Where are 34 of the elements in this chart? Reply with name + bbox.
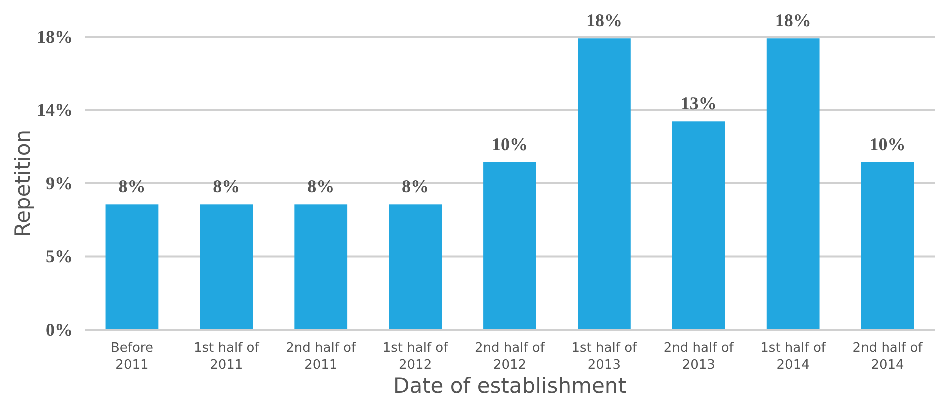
- y-tick-label: 5%: [46, 246, 73, 267]
- bar: [766, 38, 820, 330]
- x-tick-label: 2nd half of 2011: [286, 341, 357, 373]
- x-tick-label: 1st half of 2014: [760, 341, 826, 373]
- data-label: 10%: [492, 134, 528, 154]
- data-label: 10%: [870, 134, 906, 154]
- bar: [578, 38, 631, 330]
- data-label: 18%: [586, 10, 622, 31]
- x-tick-label: 1st half of 2011: [194, 341, 260, 373]
- y-tick-label: 18%: [37, 26, 73, 47]
- x-tick-label: 2nd half of 2013: [664, 341, 734, 373]
- bar: [200, 204, 254, 330]
- data-label: 8%: [213, 176, 240, 197]
- y-axis-title: Repetition: [11, 130, 35, 238]
- x-tick-label: 2nd half of 2012: [475, 341, 546, 373]
- bar: [672, 122, 726, 330]
- bar: [484, 162, 536, 330]
- data-label: 8%: [402, 176, 430, 197]
- bar: [389, 204, 442, 330]
- x-tick-label: 2nd half of 2014: [852, 341, 924, 373]
- y-tick-label: 14%: [37, 100, 73, 120]
- x-axis-title: Date of establishment: [394, 374, 626, 398]
- x-tick-label: 1st half of 2012: [382, 341, 449, 373]
- y-tick-label: 0%: [46, 320, 73, 340]
- data-label: 8%: [118, 176, 146, 197]
- data-label: 18%: [775, 10, 812, 31]
- bar: [861, 162, 914, 330]
- x-tick-label: 1st half of 2013: [572, 341, 638, 373]
- y-tick-label: 9%: [46, 173, 73, 194]
- bar: [294, 204, 348, 330]
- bar: [106, 204, 159, 330]
- data-label: 8%: [308, 176, 335, 197]
- data-label: 13%: [680, 94, 717, 114]
- x-tick-label: Before 2011: [110, 341, 154, 373]
